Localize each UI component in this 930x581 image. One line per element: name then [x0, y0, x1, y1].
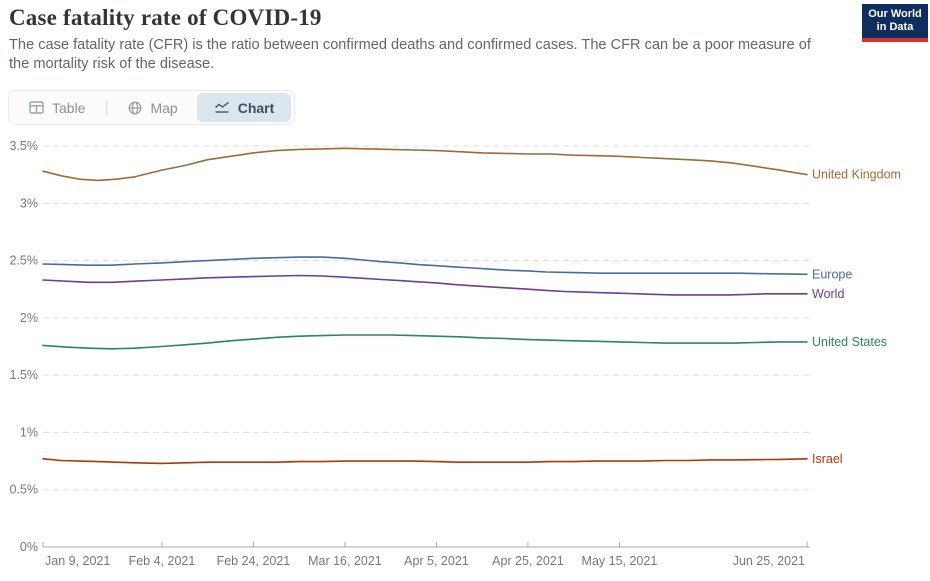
series-label-israel[interactable]: Israel	[812, 452, 843, 466]
series-line-israel[interactable]	[42, 458, 808, 465]
page-title: Case fatality rate of COVID-19	[9, 5, 322, 30]
owid-logo[interactable]: Our World in Data	[862, 4, 928, 42]
series-line-world[interactable]	[42, 274, 808, 296]
y-tick-label: 1.5%	[10, 368, 39, 382]
view-tabbar: Table Map Chart	[8, 90, 296, 125]
tab-separator	[106, 99, 108, 116]
series-label-world[interactable]: World	[812, 287, 844, 301]
x-tick-label: Apr 5, 2021	[404, 554, 469, 568]
table-icon	[29, 101, 44, 114]
x-tick-label: Mar 16, 2021	[308, 554, 382, 568]
y-tick-label: 0.5%	[10, 483, 39, 497]
series-label-united-states[interactable]: United States	[812, 335, 887, 349]
series-line-united-kingdom[interactable]	[42, 147, 808, 182]
tab-table[interactable]: Table	[12, 93, 102, 122]
x-tick-label: May 15, 2021	[582, 554, 658, 568]
chart-subtitle: The case fatality rate (CFR) is the rati…	[9, 37, 811, 72]
x-tick-label: Jan 9, 2021	[45, 554, 110, 568]
y-tick-label: 0%	[20, 540, 38, 554]
series-line-europe[interactable]	[42, 256, 808, 276]
tab-map-label: Map	[150, 99, 178, 116]
x-tick-label: Feb 24, 2021	[217, 554, 291, 568]
tab-chart-label: Chart	[237, 99, 275, 116]
series-label-united-kingdom[interactable]: United Kingdom	[812, 168, 901, 182]
x-tick-label: Feb 4, 2021	[129, 554, 196, 568]
owid-logo-line2: in Data	[876, 21, 914, 33]
owid-logo-line1: Our World	[868, 8, 922, 20]
line-chart-icon	[214, 101, 230, 114]
tab-table-label: Table	[52, 99, 86, 116]
globe-icon	[128, 101, 142, 115]
x-tick-label: Apr 25, 2021	[492, 554, 564, 568]
tab-map[interactable]: Map	[111, 93, 194, 122]
tab-chart[interactable]: Chart	[196, 93, 292, 122]
y-tick-label: 2%	[20, 311, 38, 325]
y-tick-label: 3%	[20, 196, 38, 210]
series-label-europe[interactable]: Europe	[812, 267, 852, 281]
y-tick-label: 2.5%	[10, 254, 39, 268]
series-line-united-states[interactable]	[42, 334, 808, 350]
y-tick-label: 1%	[20, 425, 38, 439]
y-tick-label: 3.5%	[10, 139, 39, 153]
x-tick-label: Jun 25, 2021	[733, 554, 805, 568]
